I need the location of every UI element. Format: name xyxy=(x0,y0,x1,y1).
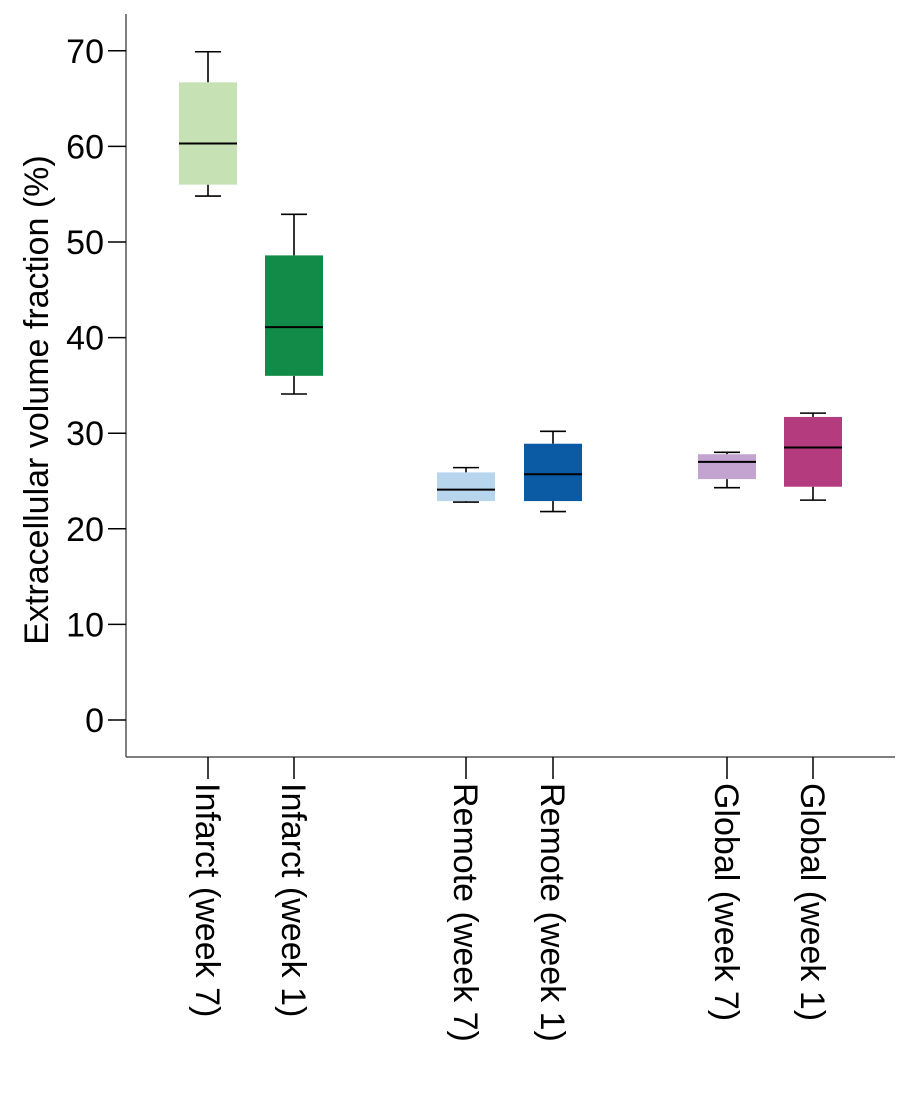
x-category-label: Infarct (week 1) xyxy=(274,783,312,1017)
x-category-label: Remote (week 1) xyxy=(533,783,571,1042)
y-tick-label: 60 xyxy=(66,128,104,166)
box-group xyxy=(784,412,842,501)
box-group xyxy=(437,466,495,503)
y-axis-title: Extracellular volume fraction (%) xyxy=(18,155,56,644)
y-tick-label: 30 xyxy=(66,415,104,453)
y-tick-label: 70 xyxy=(66,33,104,71)
y-axis-ticks: 0 10 20 30 40 50 60 70 xyxy=(66,33,126,740)
box-group xyxy=(524,430,582,513)
y-tick-label: 0 xyxy=(85,702,104,740)
x-axis-ticks: Infarct (week 7) Infarct (week 1) Remote (… xyxy=(188,757,831,1042)
box-iqr xyxy=(265,255,323,376)
y-tick-label: 50 xyxy=(66,224,104,262)
x-category-label: Remote (week 7) xyxy=(446,783,484,1042)
x-category-label: Global (week 1) xyxy=(793,783,831,1021)
box-iqr xyxy=(524,443,582,502)
box-group xyxy=(265,213,323,395)
box-iqr xyxy=(784,416,842,487)
y-tick-label: 40 xyxy=(66,320,104,358)
x-category-label: Global (week 7) xyxy=(707,783,745,1021)
y-tick-label: 10 xyxy=(66,606,104,644)
box-series xyxy=(179,50,842,513)
box-group xyxy=(698,451,756,489)
box-iqr xyxy=(437,472,495,502)
box-iqr xyxy=(698,454,756,480)
box-group xyxy=(179,50,237,197)
y-tick-label: 20 xyxy=(66,511,104,549)
box-iqr xyxy=(179,82,237,185)
x-category-label: Infarct (week 7) xyxy=(188,783,226,1017)
